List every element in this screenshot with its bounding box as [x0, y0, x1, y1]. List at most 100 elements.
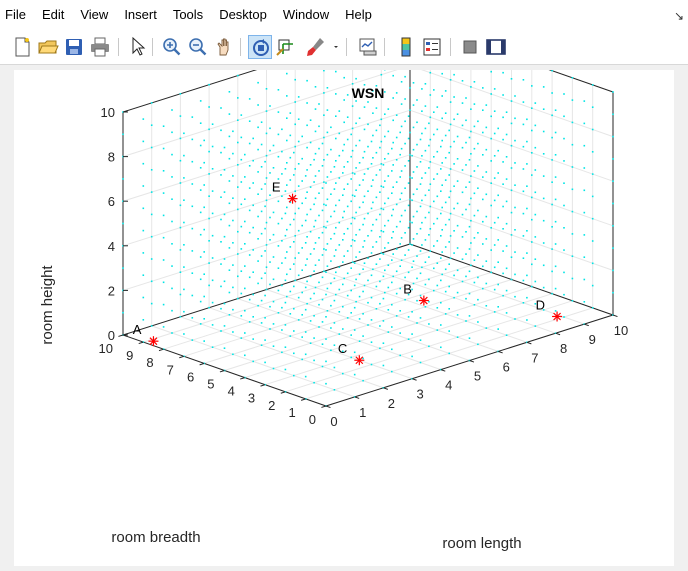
menu-help[interactable]: Help: [345, 7, 372, 22]
x-axis-label: room length: [442, 535, 521, 552]
grid-point: [367, 212, 369, 215]
grid-point: [281, 351, 283, 354]
grid-point: [367, 301, 369, 304]
grid-point: [554, 176, 557, 178]
toolbar-separator: [118, 38, 119, 56]
edit-plot-pointer-icon[interactable]: [126, 35, 150, 59]
grid-point: [505, 200, 508, 203]
grid-point: [208, 195, 210, 197]
grid-point: [265, 110, 268, 112]
node-e[interactable]: E: [272, 180, 298, 204]
brush-icon[interactable]: [304, 35, 328, 59]
grid-point: [411, 154, 413, 157]
grid-point: [335, 204, 337, 207]
print-figure-icon[interactable]: [88, 35, 112, 59]
grid-point: [497, 172, 499, 174]
insert-legend-icon[interactable]: [420, 35, 444, 59]
zoom-in-icon[interactable]: [160, 35, 184, 59]
grid-point: [382, 364, 385, 367]
dock-figure-icon[interactable]: ↘: [673, 9, 684, 23]
menu-tools[interactable]: Tools: [172, 7, 204, 22]
grid-point: [612, 291, 614, 294]
grid-point: [286, 95, 288, 97]
node-d[interactable]: D: [536, 297, 563, 322]
x-tick-mark: [325, 405, 331, 409]
grid-point: [208, 217, 210, 220]
grid-point: [554, 310, 557, 312]
z-tick-label: 8: [108, 150, 115, 165]
grid-point: [411, 377, 413, 380]
grid-point: [571, 210, 574, 213]
insert-colorbar-icon[interactable]: [394, 35, 418, 59]
grid-point: [382, 208, 385, 211]
grid-point: [350, 155, 352, 158]
grid-point: [444, 313, 447, 315]
grid-point: [370, 207, 373, 210]
new-figure-icon[interactable]: [10, 35, 34, 59]
grid-point: [370, 319, 373, 321]
node-a[interactable]: A: [133, 322, 159, 347]
open-file-icon[interactable]: [36, 35, 60, 59]
grid-point: [306, 302, 308, 305]
grid-point: [265, 177, 268, 179]
grid-point: [162, 147, 165, 150]
grid-point: [301, 314, 303, 316]
grid-point: [240, 114, 243, 116]
grid-point: [265, 266, 268, 268]
grid-point: [514, 95, 516, 97]
grid-point: [335, 115, 337, 117]
grid-point: [404, 187, 406, 189]
grid-point: [183, 199, 185, 201]
grid-point: [346, 94, 349, 96]
grid-point: [240, 270, 243, 272]
menu-window[interactable]: Window: [282, 7, 330, 22]
menu-edit[interactable]: Edit: [41, 7, 65, 22]
grid-point: [203, 161, 205, 164]
grid-point: [297, 319, 300, 321]
grid-point: [304, 264, 307, 266]
grid-point: [162, 170, 165, 172]
pan-hand-icon[interactable]: [212, 35, 236, 59]
grid-point: [411, 244, 413, 246]
grid-point: [272, 233, 275, 236]
grid-point: [355, 100, 357, 102]
show-plot-tools-icon[interactable]: [484, 35, 508, 59]
menu-insert[interactable]: Insert: [124, 7, 157, 22]
data-cursor-icon[interactable]: [274, 35, 298, 59]
node-markers: A B C D E: [133, 180, 563, 366]
node-b[interactable]: B: [403, 282, 429, 306]
menu-view[interactable]: View: [80, 7, 109, 22]
grid-point: [179, 293, 182, 296]
grid-point: [362, 201, 364, 204]
grid-point: [419, 161, 422, 163]
save-figure-icon[interactable]: [62, 35, 86, 59]
grid-point: [240, 315, 243, 317]
grid-point: [248, 298, 251, 301]
grid-point: [384, 158, 386, 160]
grid-point: [421, 177, 423, 179]
hide-plot-tools-icon[interactable]: [458, 35, 482, 59]
brush-dropdown-icon[interactable]: [330, 35, 342, 59]
grid-point: [505, 178, 508, 180]
grid-point: [436, 195, 439, 198]
menu-file[interactable]: File: [5, 7, 26, 22]
grid-point: [150, 258, 153, 260]
grid-point: [419, 317, 422, 319]
grid-point: [162, 281, 165, 284]
menu-desktop[interactable]: Desktop: [219, 7, 267, 22]
grid-point: [265, 288, 268, 291]
grid-point: [490, 160, 492, 162]
grid-point: [384, 224, 386, 227]
grid-point: [325, 249, 327, 251]
zoom-out-icon[interactable]: [186, 35, 210, 59]
rotate-3d-icon[interactable]: [248, 35, 272, 59]
grid-point: [272, 144, 275, 147]
link-plot-icon[interactable]: [356, 35, 380, 59]
grid-point: [461, 124, 464, 127]
node-c[interactable]: C: [338, 341, 365, 366]
grid-point: [342, 261, 344, 263]
grid-point: [301, 358, 303, 361]
grid-point: [400, 259, 403, 261]
grid-point: [293, 374, 295, 377]
